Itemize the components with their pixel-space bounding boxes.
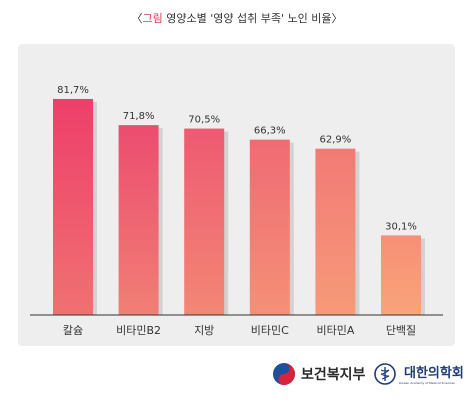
title-text: 영양소별 '영양 섭취 부족' 노인 비율 — [162, 12, 332, 25]
category-label: 단백질 — [386, 324, 416, 337]
mohw-logo: 보건복지부 — [272, 362, 365, 386]
bar-단백질 — [381, 235, 421, 315]
bar-비타민C — [249, 139, 290, 315]
category-label: 비타민A — [316, 324, 354, 337]
nams-logo: 대한의학회 Korean Academy of Medical Sciences — [374, 362, 464, 385]
title-accent: 그림 — [142, 12, 163, 25]
nams-emblem-icon — [374, 362, 396, 385]
bar-비타민B2 — [118, 125, 159, 315]
value-label: 66,3% — [254, 126, 286, 137]
value-label: 81,7% — [57, 85, 89, 96]
value-label: 30,1% — [385, 221, 417, 232]
value-label: 71,8% — [123, 111, 155, 122]
chart-title: 〈그림 영양소별 '영양 섭취 부족' 노인 비율〉 — [0, 10, 474, 26]
category-label: 비타민C — [251, 324, 289, 337]
category-label: 비타민B2 — [116, 324, 161, 337]
chart-panel: 81,7% 칼슘 71,8% 비타민B2 70,5% 지방 66,3% 비타민C 62,9% 비타… — [18, 44, 455, 346]
bar-비타민A — [315, 148, 356, 315]
nams-sub: Korean Academy of Medical Sciences — [399, 381, 455, 385]
bar-칼슘 — [53, 98, 93, 316]
nams-name: 대한의학회 — [404, 366, 464, 381]
taegeuk-icon — [273, 363, 295, 385]
bar-지방 — [184, 128, 225, 315]
footer-logos: 보건복지부 대한의학회 Korean Academy of Medical Sc… — [0, 356, 474, 396]
value-label: 70,5% — [188, 115, 220, 126]
mohw-name: 보건복지부 — [301, 367, 366, 383]
title-close-bracket: 〉 — [331, 12, 343, 25]
category-label: 칼슘 — [63, 324, 83, 337]
title-open-bracket: 〈 — [131, 12, 143, 25]
bar-chart: 81,7% 칼슘 71,8% 비타민B2 70,5% 지방 66,3% 비타민C 62,9% 비타… — [30, 85, 443, 337]
value-label: 62,9% — [320, 135, 352, 146]
category-label: 지방 — [194, 324, 214, 337]
